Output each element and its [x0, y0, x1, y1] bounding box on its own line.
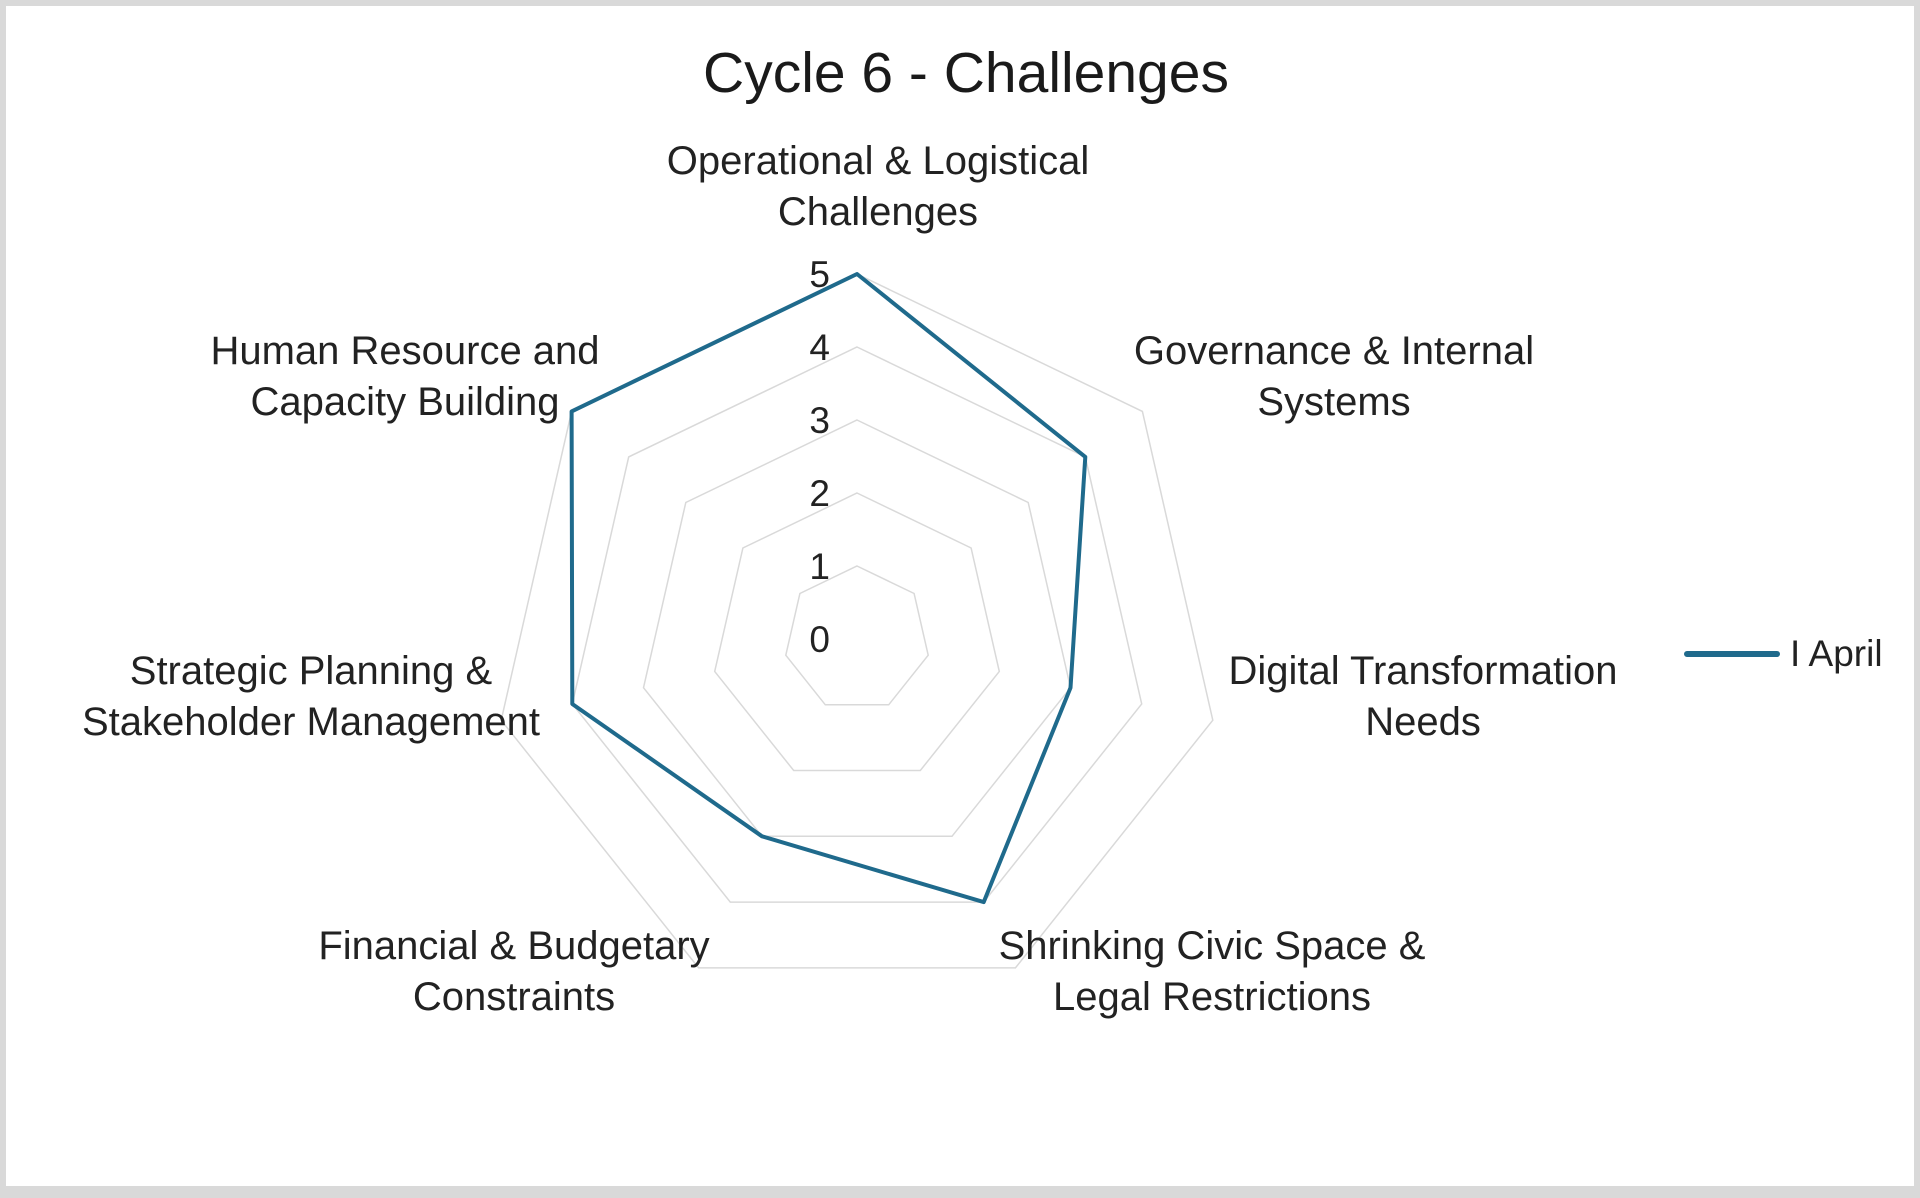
svg-text:1: 1 [809, 546, 830, 587]
svg-text:4: 4 [809, 327, 830, 368]
svg-text:5: 5 [809, 254, 830, 295]
svg-text:0: 0 [809, 619, 830, 660]
svg-text:2: 2 [809, 473, 830, 514]
svg-text:3: 3 [809, 400, 830, 441]
